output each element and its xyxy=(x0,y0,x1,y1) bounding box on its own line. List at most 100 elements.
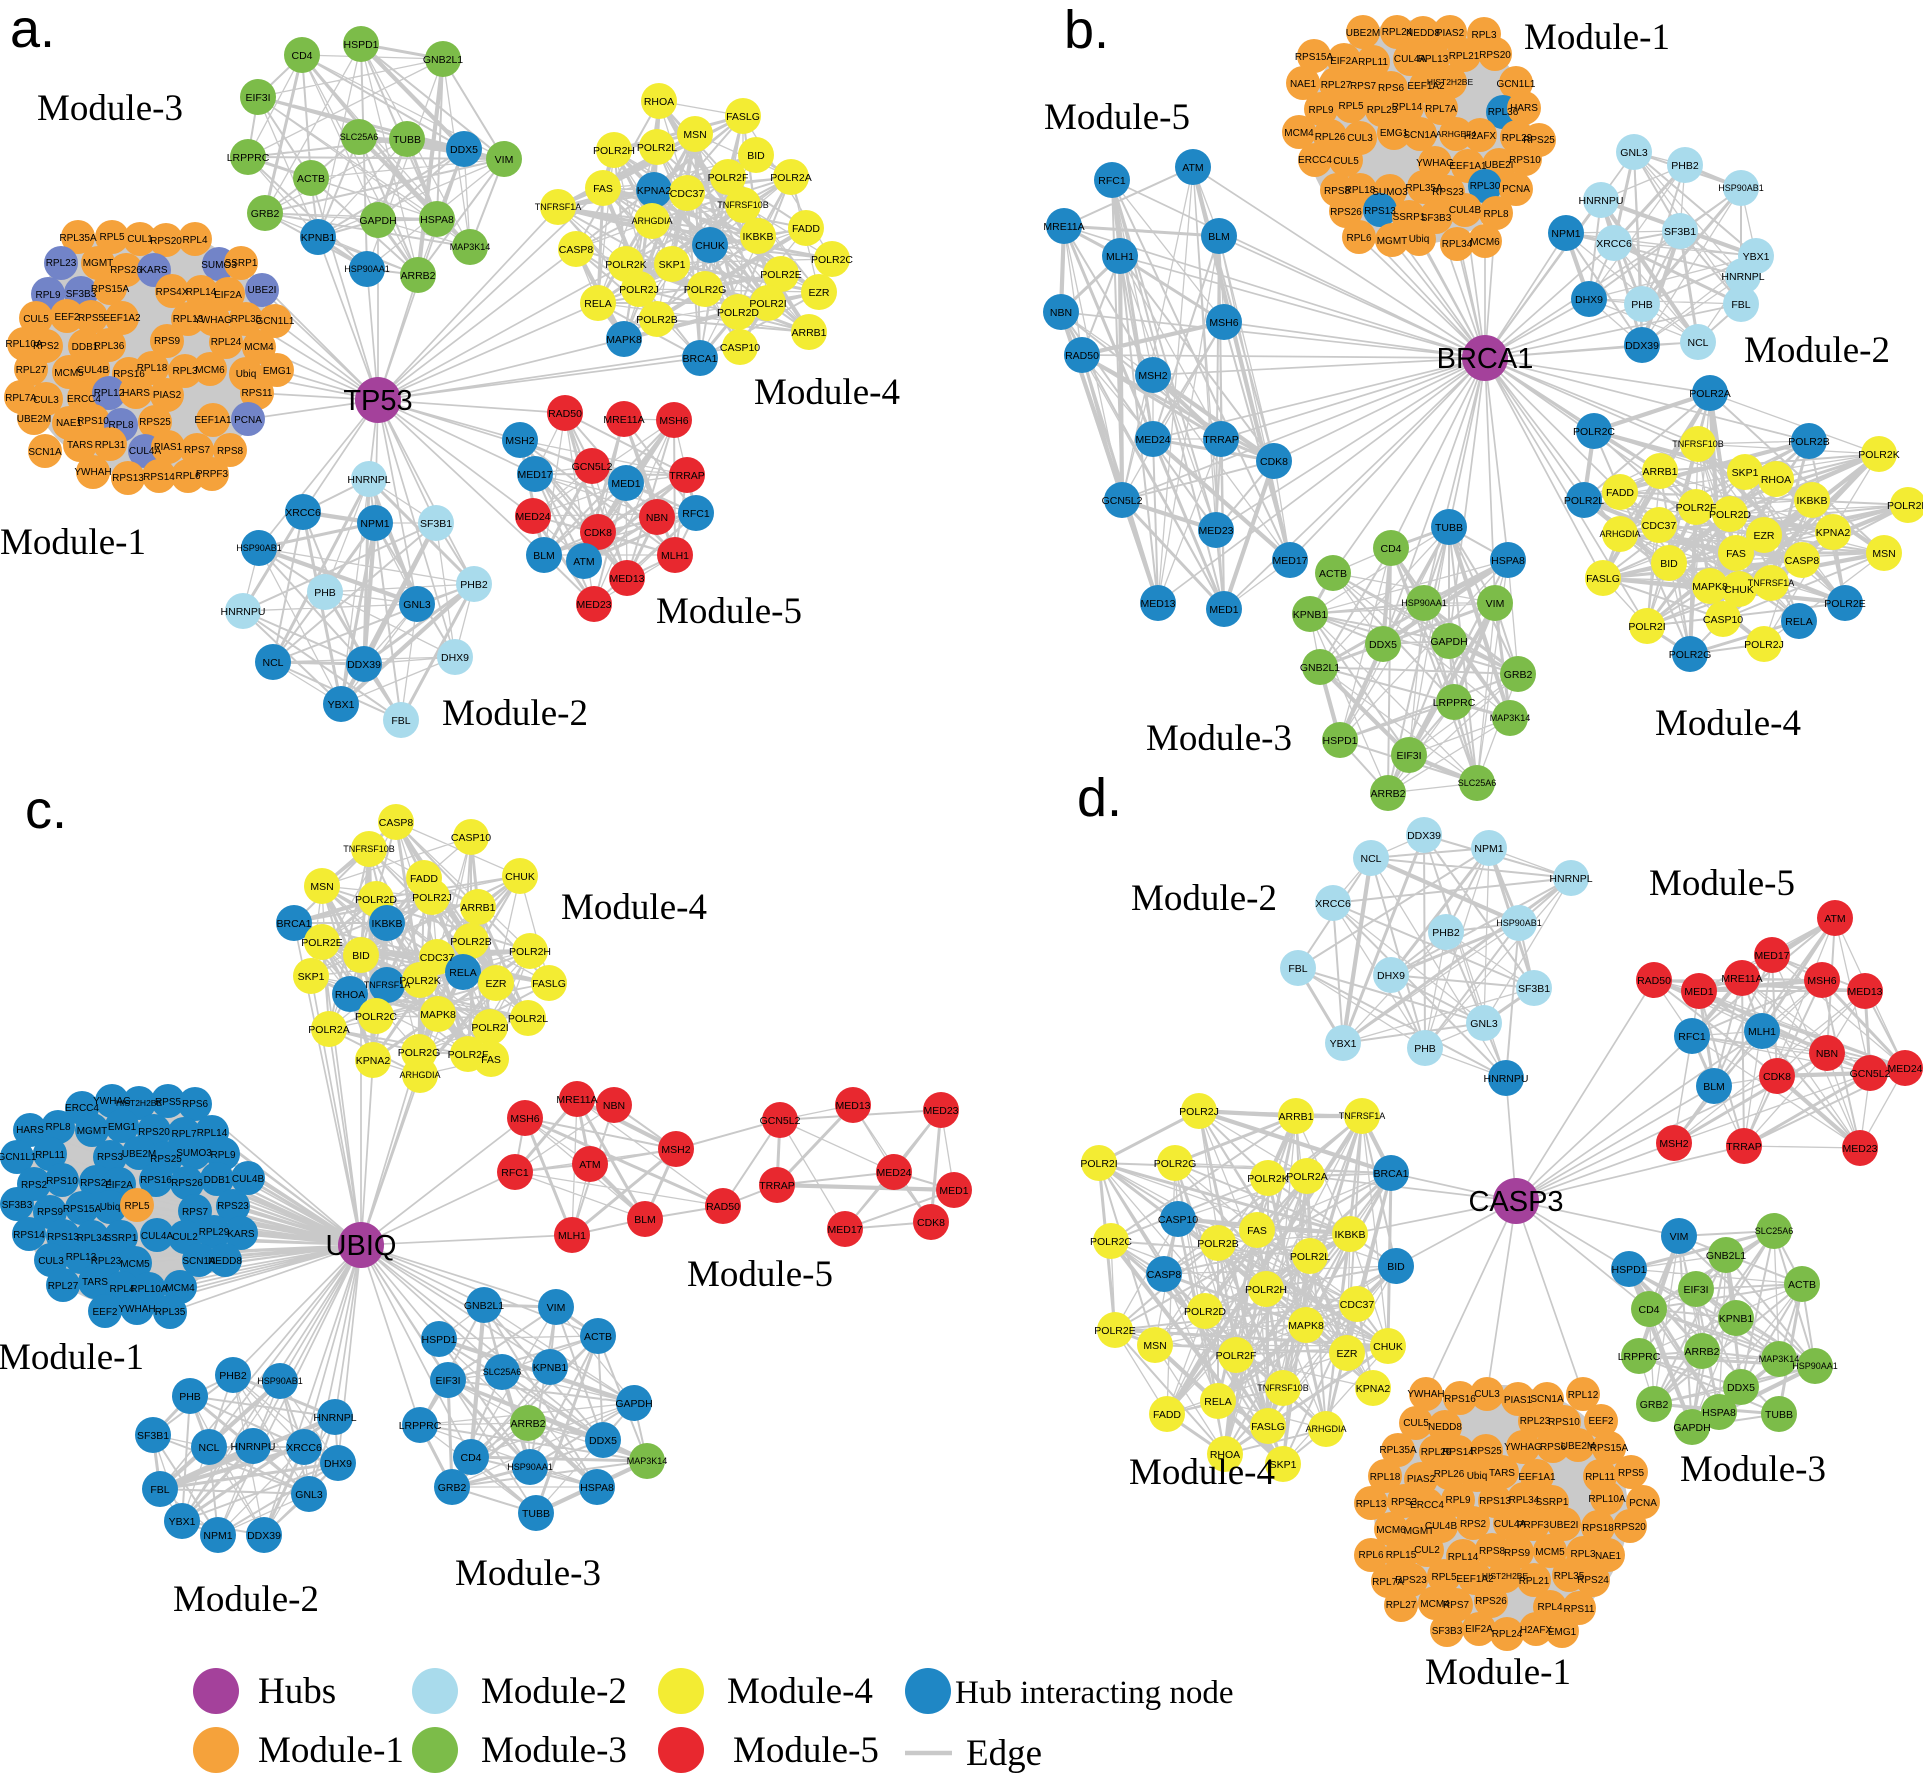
svg-text:MSH2: MSH2 xyxy=(1138,370,1167,382)
svg-text:GCN5L2: GCN5L2 xyxy=(1850,1068,1891,1080)
svg-text:CASP10: CASP10 xyxy=(1703,614,1743,626)
svg-text:EEF1A2: EEF1A2 xyxy=(1456,1574,1494,1585)
svg-text:RPL23: RPL23 xyxy=(91,1256,122,1267)
svg-text:NAE1: NAE1 xyxy=(1595,1551,1622,1562)
svg-text:HSPD1: HSPD1 xyxy=(421,1334,456,1346)
svg-text:EEF1A1: EEF1A1 xyxy=(1518,1472,1556,1483)
svg-text:RPL6: RPL6 xyxy=(1358,1550,1383,1561)
svg-text:FASLG: FASLG xyxy=(726,111,760,123)
svg-text:RPS10: RPS10 xyxy=(1509,155,1541,166)
svg-text:POLR2D: POLR2D xyxy=(1709,509,1751,521)
svg-text:Module-2: Module-2 xyxy=(442,693,588,734)
svg-text:RPL13: RPL13 xyxy=(1356,1499,1387,1510)
svg-text:EEF1A2: EEF1A2 xyxy=(1407,81,1445,92)
svg-text:MSN: MSN xyxy=(1872,548,1895,560)
svg-text:MED23: MED23 xyxy=(1198,525,1233,537)
svg-text:MED24: MED24 xyxy=(515,511,550,523)
svg-text:ARRB2: ARRB2 xyxy=(1684,1346,1719,1358)
svg-text:RPL4: RPL4 xyxy=(182,235,207,246)
svg-text:RPL35A: RPL35A xyxy=(59,233,97,244)
svg-text:NCL: NCL xyxy=(198,1442,219,1454)
svg-text:HSP90AA1: HSP90AA1 xyxy=(1792,1361,1838,1371)
svg-text:RPS5: RPS5 xyxy=(78,313,105,324)
svg-text:RPS25: RPS25 xyxy=(139,417,171,428)
svg-text:MRE11A: MRE11A xyxy=(603,414,644,426)
svg-text:MLH1: MLH1 xyxy=(661,550,689,562)
svg-text:MCM6: MCM6 xyxy=(195,365,225,376)
svg-text:TNFRSF10B: TNFRSF10B xyxy=(343,844,395,854)
svg-text:RPL5: RPL5 xyxy=(1338,101,1363,112)
svg-text:CUL5: CUL5 xyxy=(23,314,49,325)
svg-text:CUL3: CUL3 xyxy=(1474,1389,1500,1400)
svg-text:RPL35A: RPL35A xyxy=(1405,183,1443,194)
svg-text:TARS: TARS xyxy=(1489,1468,1515,1479)
svg-text:EIF3I: EIF3I xyxy=(1396,750,1421,762)
svg-text:EEF2: EEF2 xyxy=(1588,1416,1613,1427)
svg-text:RPS25: RPS25 xyxy=(1470,1446,1502,1457)
svg-text:RPS26: RPS26 xyxy=(1475,1596,1507,1607)
svg-text:YBX1: YBX1 xyxy=(328,699,355,711)
svg-text:RPS10: RPS10 xyxy=(1548,1417,1580,1428)
svg-text:RPL8: RPL8 xyxy=(1483,209,1508,220)
svg-text:DDX39: DDX39 xyxy=(1625,340,1659,352)
svg-text:RHOA: RHOA xyxy=(1761,474,1791,486)
svg-text:GAPDH: GAPDH xyxy=(615,1398,652,1410)
svg-text:RPL12: RPL12 xyxy=(94,388,125,399)
svg-text:PIAS1: PIAS1 xyxy=(1504,1395,1533,1406)
svg-text:RPL13: RPL13 xyxy=(173,314,204,325)
svg-text:UBE2M: UBE2M xyxy=(1346,28,1380,39)
svg-text:BRCA1: BRCA1 xyxy=(682,353,717,365)
svg-text:CUL4B: CUL4B xyxy=(77,365,110,376)
svg-text:RPS16: RPS16 xyxy=(140,1175,172,1186)
svg-text:UBE2M: UBE2M xyxy=(1561,1441,1595,1452)
svg-text:RELA: RELA xyxy=(1204,1396,1231,1408)
svg-text:MAPK8: MAPK8 xyxy=(1288,1320,1324,1332)
svg-text:MED23: MED23 xyxy=(576,599,611,611)
svg-text:NAE1: NAE1 xyxy=(1290,79,1317,90)
svg-text:FAS: FAS xyxy=(1726,548,1746,560)
svg-text:CHUK: CHUK xyxy=(695,240,725,252)
svg-text:KARS: KARS xyxy=(227,1229,255,1240)
svg-text:MRE11A: MRE11A xyxy=(556,1094,597,1106)
svg-text:MSH2: MSH2 xyxy=(1659,1138,1688,1150)
svg-text:TUBB: TUBB xyxy=(522,1508,550,1520)
svg-text:EIF2A: EIF2A xyxy=(214,290,242,301)
svg-text:SUMO3: SUMO3 xyxy=(1372,187,1408,198)
svg-text:POLR2H: POLR2H xyxy=(1245,1284,1287,1296)
svg-text:RPL7: RPL7 xyxy=(171,1129,196,1140)
svg-text:POLR2B: POLR2B xyxy=(1197,1238,1238,1250)
svg-text:GRB2: GRB2 xyxy=(1504,669,1533,681)
svg-text:POLR2E: POLR2E xyxy=(760,269,801,281)
svg-text:RAD50: RAD50 xyxy=(1065,350,1099,362)
svg-text:MSH2: MSH2 xyxy=(661,1144,690,1156)
svg-text:FBL: FBL xyxy=(1288,963,1307,975)
svg-text:CDC37: CDC37 xyxy=(420,952,455,964)
svg-text:MED13: MED13 xyxy=(609,573,644,585)
svg-text:NPM1: NPM1 xyxy=(360,518,389,530)
svg-text:CHUK: CHUK xyxy=(1373,1341,1403,1353)
svg-text:FAS: FAS xyxy=(481,1054,501,1066)
svg-text:POLR2C: POLR2C xyxy=(355,1011,397,1023)
svg-text:CD4: CD4 xyxy=(291,50,312,62)
svg-text:MCM5: MCM5 xyxy=(54,368,84,379)
svg-text:Module-1: Module-1 xyxy=(0,522,146,563)
svg-text:NBN: NBN xyxy=(603,1100,625,1112)
svg-text:ATM: ATM xyxy=(579,1159,600,1171)
svg-text:RPL23: RPL23 xyxy=(1367,105,1398,116)
svg-text:NBN: NBN xyxy=(646,512,668,524)
svg-text:YWHAG: YWHAG xyxy=(93,1096,131,1107)
svg-text:IKBKB: IKBKB xyxy=(1335,1229,1366,1241)
svg-text:POLR2B: POLR2B xyxy=(450,936,491,948)
svg-text:MLH1: MLH1 xyxy=(558,1230,586,1242)
svg-text:POLR2I: POLR2I xyxy=(1080,1158,1117,1170)
svg-text:FBL: FBL xyxy=(391,715,410,727)
svg-text:POLR2H: POLR2H xyxy=(1887,500,1923,512)
svg-text:POLR2J: POLR2J xyxy=(619,284,659,296)
svg-text:GNB2L1: GNB2L1 xyxy=(464,1300,504,1312)
svg-text:RPL35: RPL35 xyxy=(231,314,262,325)
svg-text:HNRNPL: HNRNPL xyxy=(313,1412,356,1424)
svg-text:RPS14: RPS14 xyxy=(13,1230,45,1241)
svg-text:DDX39: DDX39 xyxy=(347,659,381,671)
svg-text:RPS2: RPS2 xyxy=(33,341,60,352)
svg-text:POLR2D: POLR2D xyxy=(717,307,759,319)
